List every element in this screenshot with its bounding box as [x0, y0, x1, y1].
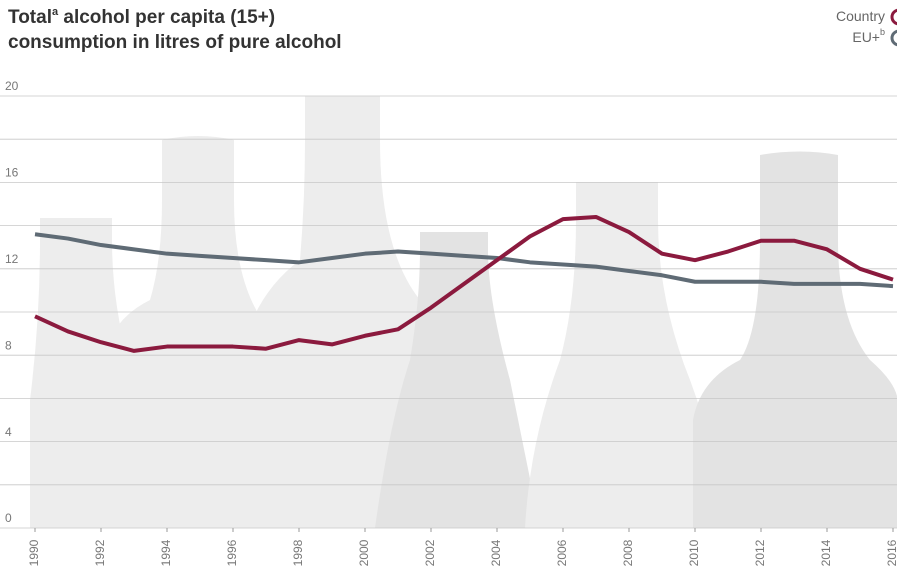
y-tick-label: 20 — [5, 79, 19, 93]
chart-subtitle: consumption in litres of pure alcohol — [8, 32, 342, 53]
x-tick-label: 2000 — [357, 539, 371, 566]
y-tick-label: 8 — [5, 338, 12, 352]
x-tick-label: 1998 — [291, 539, 305, 566]
title-main: Total — [8, 7, 52, 28]
y-tick-label: 4 — [5, 425, 12, 439]
x-tick-label: 2010 — [687, 539, 701, 566]
x-tick-label: 2014 — [819, 539, 833, 566]
x-tick-label: 2016 — [885, 539, 897, 566]
chart-title: Totala alcohol per capita (15+) — [8, 6, 275, 28]
x-tick-label: 2006 — [555, 539, 569, 566]
title-rest: alcohol per capita (15+) — [58, 7, 275, 28]
x-tick-label: 1996 — [225, 539, 239, 566]
x-tick-label: 1990 — [27, 539, 41, 566]
y-tick-label: 16 — [5, 166, 19, 180]
y-tick-label: 0 — [5, 511, 12, 525]
legend: Country EU+b — [836, 8, 897, 47]
legend-marker — [890, 8, 897, 26]
series-line — [34, 232, 894, 289]
y-tick-label: 12 — [5, 252, 19, 266]
x-tick-label: 2002 — [423, 539, 437, 566]
x-tick-label: 1994 — [159, 539, 173, 566]
legend-sup: b — [880, 27, 885, 37]
legend-name: Country — [836, 8, 885, 24]
x-tick-label: 2004 — [489, 539, 503, 566]
legend-marker — [890, 29, 897, 47]
title-sup: a — [52, 6, 59, 18]
legend-label: EU+b — [852, 27, 885, 44]
legend-label: Country — [836, 8, 885, 24]
x-tick-label: 2012 — [753, 539, 767, 566]
legend-name: EU+ — [852, 29, 880, 45]
series-line — [34, 214, 894, 353]
x-tick-label: 2008 — [621, 539, 635, 566]
x-tick-label: 1992 — [93, 539, 107, 566]
